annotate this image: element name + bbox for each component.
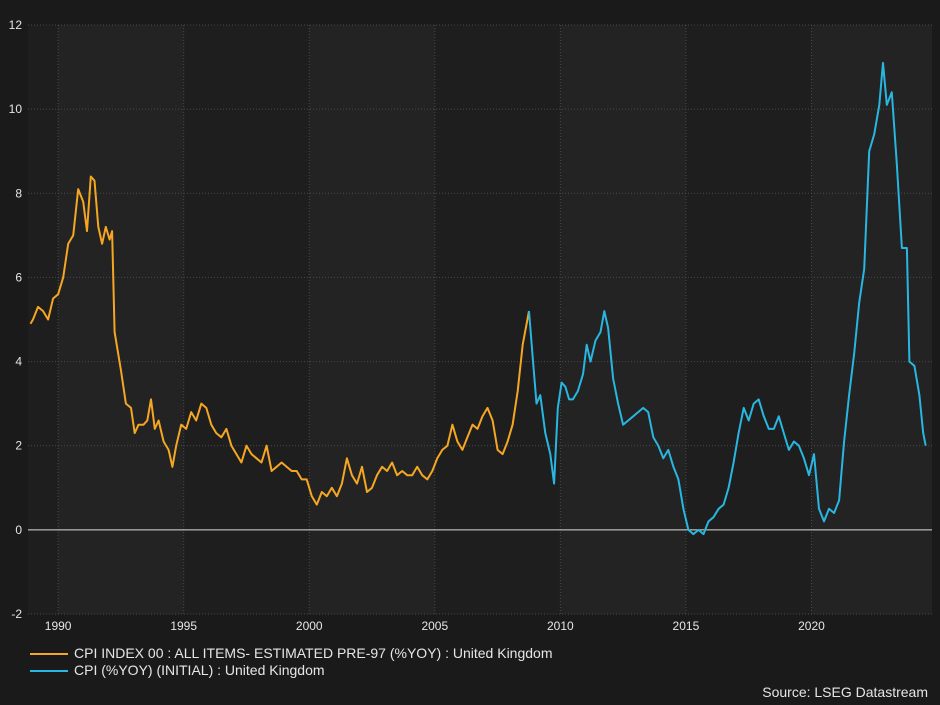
legend-swatch-orange — [30, 652, 68, 655]
series-line-orange — [29, 175, 530, 506]
x-tick-label: 2000 — [296, 619, 323, 633]
x-tick-label: 2020 — [798, 619, 825, 633]
y-tick-label: 6 — [15, 270, 22, 284]
x-tick-label: 1995 — [170, 619, 197, 633]
x-tick-label: 2015 — [673, 619, 700, 633]
plot-band — [560, 25, 686, 614]
series-line-blue — [528, 61, 927, 536]
y-tick-label: 12 — [9, 18, 23, 32]
plot-band — [58, 25, 184, 614]
legend-item-cpi-initial[interactable]: CPI (%YOY) (INITIAL) : United Kingdom — [30, 662, 552, 679]
y-tick-label: 10 — [9, 102, 23, 116]
y-tick-label: 4 — [15, 355, 22, 369]
y-tick-label: 8 — [15, 186, 22, 200]
series-lines — [29, 61, 927, 536]
legend-label: CPI INDEX 00 : ALL ITEMS- ESTIMATED PRE-… — [74, 645, 553, 661]
plot-band — [811, 25, 932, 614]
source-note: Source: LSEG Datastream — [762, 684, 928, 700]
grid-lines — [28, 24, 932, 615]
x-axis-tick-labels: 1990 1995 2000 2005 2010 2015 2020 — [45, 619, 825, 633]
plot-band — [309, 25, 435, 614]
y-axis-tick-labels: -2 0 2 4 6 8 10 12 — [9, 18, 23, 621]
legend-swatch-blue — [30, 669, 68, 672]
plot-bands — [28, 25, 932, 614]
x-tick-label: 2005 — [421, 619, 448, 633]
y-tick-label: 0 — [15, 523, 22, 537]
legend-item-cpi-pre97[interactable]: CPI INDEX 00 : ALL ITEMS- ESTIMATED PRE-… — [30, 645, 552, 662]
y-tick-label: 2 — [15, 439, 22, 453]
x-tick-label: 2010 — [547, 619, 574, 633]
legend: CPI INDEX 00 : ALL ITEMS- ESTIMATED PRE-… — [30, 645, 552, 679]
legend-label: CPI (%YOY) (INITIAL) : United Kingdom — [74, 662, 325, 678]
x-tick-label: 1990 — [45, 619, 72, 633]
y-tick-label: -2 — [11, 607, 22, 621]
